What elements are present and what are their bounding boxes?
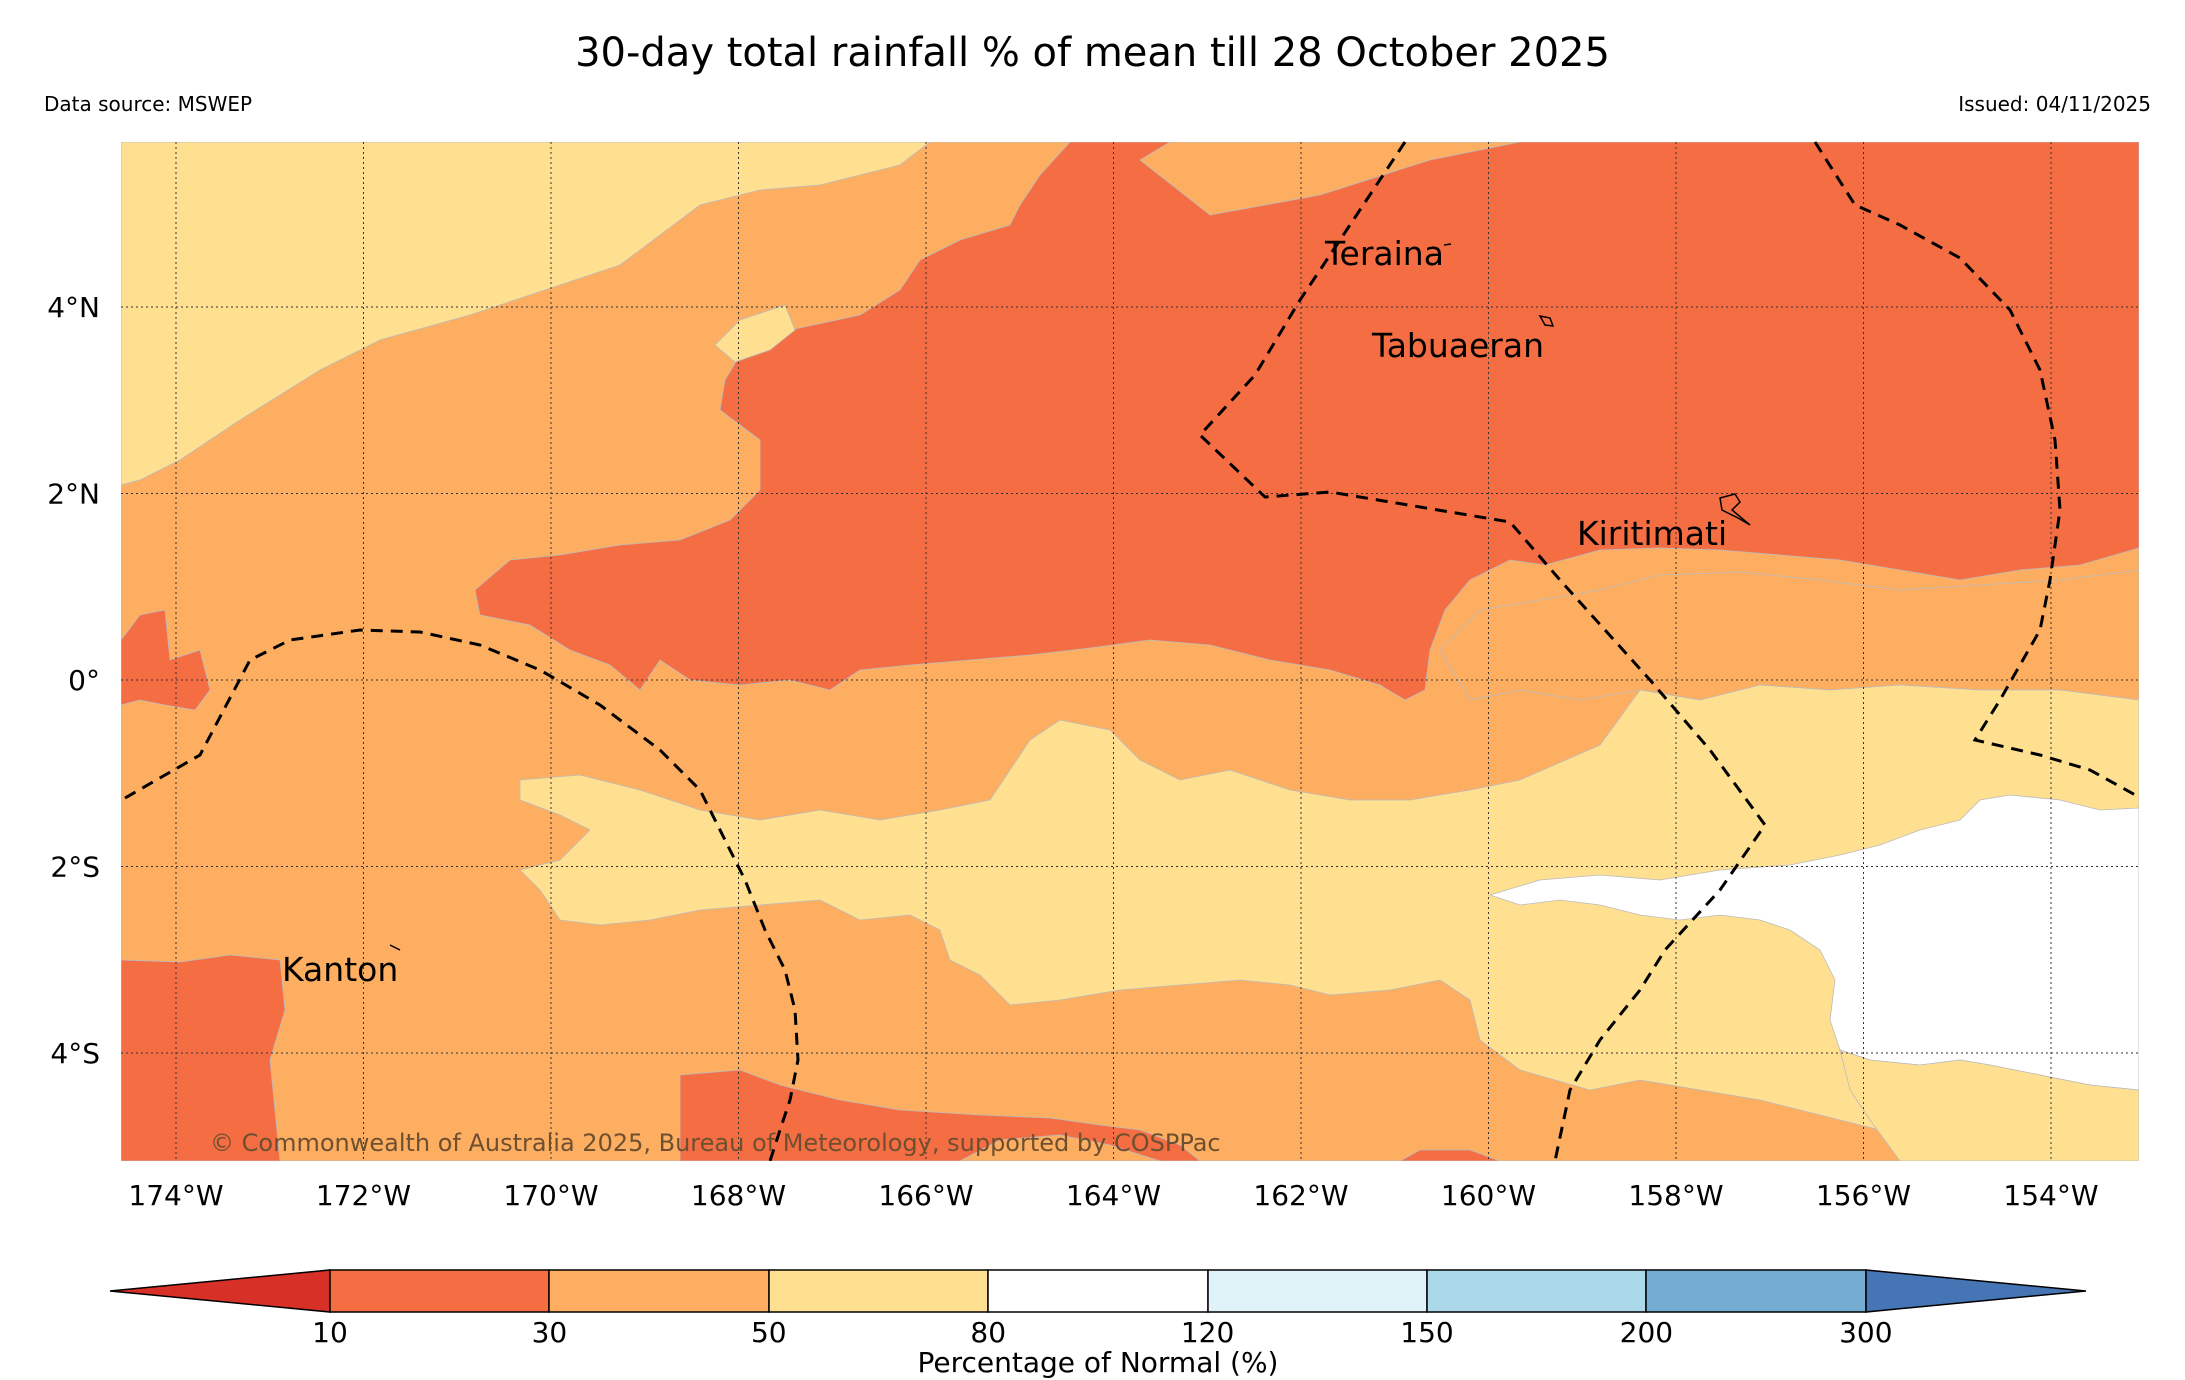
longitude-label: 166°W	[878, 1179, 973, 1212]
longitude-label: 154°W	[2003, 1179, 2098, 1212]
colorbar-extend-high	[1865, 1269, 2087, 1313]
colorbar-bin-150-200	[1426, 1269, 1647, 1313]
longitude-label: 170°W	[503, 1179, 598, 1212]
colorbar-tick-label: 150	[1400, 1316, 1453, 1349]
colorbar-tick-label: 120	[1181, 1316, 1234, 1349]
map-title: 30-day total rainfall % of mean till 28 …	[575, 30, 1610, 76]
islands	[389, 243, 1751, 951]
longitude-labels: 174°W 172°W 170°W 168°W 166°W 164°W 162°W 160°W…	[128, 1179, 2098, 1212]
colorbar-bin-80-120	[987, 1269, 1209, 1313]
latitude-label: 0°	[68, 664, 100, 697]
colorbar-bin-10-30	[329, 1269, 550, 1313]
field-50-80-blob	[714, 304, 796, 363]
teraina-island-outline	[1443, 243, 1452, 246]
graticule	[121, 142, 2139, 1161]
colorbar-tick-label: 300	[1839, 1316, 1892, 1349]
eez-boundary-phoenix	[124, 628, 800, 1162]
latitude-labels: 4°N 2°N 0° 2°S 4°S	[47, 291, 100, 1070]
field-50-80-south	[519, 684, 2139, 1161]
latitude-label: 2°S	[50, 851, 100, 884]
colorbar-tick-label: 30	[532, 1316, 568, 1349]
longitude-label: 162°W	[1253, 1179, 1348, 1212]
field-30-50-south	[959, 1134, 1161, 1161]
place-label-teraina: Teraina	[1324, 234, 1444, 273]
longitude-label: 160°W	[1441, 1179, 1536, 1212]
kiritimati-island-outline	[1719, 493, 1751, 526]
latitude-label: 4°N	[47, 291, 100, 324]
field-10-30-bottom	[1399, 1149, 1501, 1161]
place-label-kiritimati: Kiritimati	[1577, 514, 1727, 553]
colorbar-title: Percentage of Normal (%)	[918, 1346, 1279, 1379]
eez-boundary-line-islands	[1197, 141, 1767, 1162]
eez-boundaries	[124, 141, 2140, 1162]
longitude-label: 174°W	[128, 1179, 223, 1212]
colorbar-tick-label: 200	[1620, 1316, 1673, 1349]
data-source: Data source: MSWEP	[44, 92, 253, 116]
colorbar-extend-low	[109, 1269, 331, 1313]
colorbar-tick-label: 10	[312, 1316, 348, 1349]
colorbar-tick-labels: 10 30 50 80 120 150 200 300	[312, 1316, 1892, 1349]
colorbar-bin-200-300	[1645, 1269, 1867, 1313]
field-10-30-north	[474, 142, 2139, 701]
field-50-80-sestrip	[1839, 1049, 2139, 1161]
latitude-label: 2°N	[47, 478, 100, 511]
place-label-kanton: Kanton	[282, 950, 398, 989]
colorbar-bin-50-80	[768, 1269, 989, 1313]
longitude-label: 168°W	[691, 1179, 786, 1212]
place-label-tabuaeran: Tabuaeran	[1371, 326, 1544, 365]
colorbar: 10 30 50 80 120 150 200 300 Percentage of Norma…	[109, 1269, 2087, 1379]
latitude-label: 4°S	[50, 1037, 100, 1070]
tabuaeran-island-outline	[1538, 314, 1555, 327]
field-50-80-north	[121, 142, 931, 486]
longitude-label: 164°W	[1066, 1179, 1161, 1212]
field-10-30-west	[121, 609, 211, 711]
field-30-50-east	[1439, 569, 2139, 701]
issued-date: Issued: 04/11/2025	[1958, 92, 2151, 116]
kanton-island-outline	[389, 944, 401, 951]
colorbar-bin-120-150	[1207, 1269, 1428, 1313]
colorbar-bin-30-50	[548, 1269, 770, 1313]
longitude-label: 156°W	[1816, 1179, 1911, 1212]
field-10-30-southwest	[121, 954, 286, 1161]
eez-boundary-east	[1813, 141, 2140, 799]
longitude-label: 172°W	[316, 1179, 411, 1212]
longitude-label: 158°W	[1628, 1179, 1723, 1212]
colorbar-tick-label: 80	[970, 1316, 1006, 1349]
copyright-notice: © Commonwealth of Australia 2025, Bureau…	[210, 1129, 1221, 1157]
rainfall-fields	[121, 142, 2139, 1161]
colorbar-tick-label: 50	[751, 1316, 787, 1349]
